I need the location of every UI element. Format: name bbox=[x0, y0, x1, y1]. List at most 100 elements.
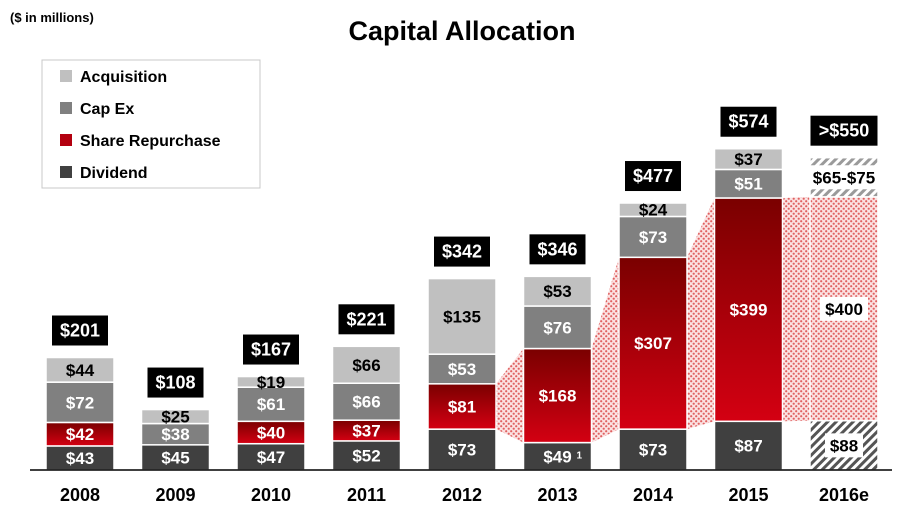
total-label-2008: $201 bbox=[60, 321, 100, 341]
bar-acquisition-2008 bbox=[45, 356, 115, 383]
total-label-bg-2016e bbox=[810, 115, 878, 146]
x-tick-label-2011: 2011 bbox=[347, 485, 386, 505]
data-label-cap-ex-2016e: $65-$75 bbox=[813, 168, 875, 187]
data-label-share-repurchase-2016e: $400 bbox=[825, 300, 863, 319]
data-label-cap-ex-2015: $51 bbox=[734, 175, 762, 194]
bar-dividend-2015 bbox=[713, 420, 784, 471]
bar-cap-ex-2010 bbox=[236, 386, 306, 423]
total-label-2011: $221 bbox=[346, 309, 386, 329]
x-tick-label-2012: 2012 bbox=[442, 485, 482, 505]
bar-share-repurchase-2015 bbox=[713, 197, 784, 423]
x-tick-label-2009: 2009 bbox=[155, 485, 195, 505]
total-label-2016e: >$550 bbox=[819, 121, 870, 141]
data-label-dividend-2011: $52 bbox=[352, 446, 380, 465]
data-label-acquisition-2009: $25 bbox=[161, 408, 189, 427]
total-label-bg-2010 bbox=[243, 334, 299, 365]
total-label-bg-2015 bbox=[720, 106, 777, 137]
bar-acquisition-2014 bbox=[618, 202, 688, 218]
data-label-share-repurchase-2011: $37 bbox=[352, 422, 380, 441]
bar-share-repurchase-2013 bbox=[522, 347, 593, 444]
data-label-dividend-2016e: $88 bbox=[830, 436, 858, 455]
data-label-dividend-2014: $73 bbox=[639, 441, 667, 460]
data-label-dividend-2008: $43 bbox=[66, 449, 94, 468]
legend-label-acquisition: Acquisition bbox=[80, 69, 167, 86]
bar-dividend-2009 bbox=[140, 444, 211, 471]
data-label-cap-ex-2012: $53 bbox=[448, 360, 476, 379]
data-label-share-repurchase-2012: $81 bbox=[448, 397, 476, 416]
data-label-share-repurchase-2010: $40 bbox=[257, 424, 285, 443]
bar-cap-ex-2011 bbox=[331, 382, 402, 421]
data-label-cap-ex-2014: $73 bbox=[639, 228, 667, 247]
data-label-cap-ex-2009: $38 bbox=[161, 425, 189, 444]
bar-share-repurchase-2014 bbox=[618, 256, 688, 430]
bar-acquisition-2015 bbox=[713, 147, 784, 171]
total-label-2014: $477 bbox=[633, 166, 673, 186]
bar-cap-ex-2015 bbox=[713, 168, 784, 199]
bar-acquisition-2009 bbox=[140, 408, 211, 425]
bar-cap-ex-2013 bbox=[522, 305, 593, 350]
units-note: ($ in millions) bbox=[10, 10, 94, 25]
total-label-2015: $574 bbox=[728, 112, 768, 132]
total-label-bg-2013 bbox=[529, 234, 586, 265]
data-label-dividend-2010: $47 bbox=[257, 448, 285, 467]
legend-label-dividend: Dividend bbox=[80, 165, 148, 182]
legend-swatch-dividend bbox=[60, 166, 72, 178]
data-label-acquisition-2015: $37 bbox=[734, 150, 762, 169]
total-label-bg-2011 bbox=[338, 304, 395, 335]
bar-dividend-2014 bbox=[618, 428, 688, 471]
bar-acquisition-2013 bbox=[522, 275, 593, 307]
x-tick-label-2014: 2014 bbox=[633, 485, 673, 505]
footnote-marker: 1 bbox=[577, 450, 583, 461]
total-label-2009: $108 bbox=[155, 373, 195, 393]
data-label-acquisition-2010: $19 bbox=[257, 373, 285, 392]
data-label-dividend-2012: $73 bbox=[448, 441, 476, 460]
bar-acquisition-2012 bbox=[427, 277, 497, 355]
x-axis: 2008 2009 2010 2011 2012 2013 2014 2015 2016e bbox=[30, 469, 892, 505]
bar-dividend-2010 bbox=[236, 442, 306, 471]
chart-title: Capital Allocation bbox=[348, 16, 575, 46]
x-tick-label-2010: 2010 bbox=[251, 485, 291, 505]
data-label-bg-dividend-2016e bbox=[825, 433, 863, 458]
total-label-2012: $342 bbox=[442, 242, 482, 262]
data-label-dividend-2015: $87 bbox=[734, 437, 762, 456]
data-label-share-repurchase-2008: $42 bbox=[66, 425, 94, 444]
total-label-bg-2009 bbox=[147, 367, 204, 398]
data-labels: $43 $42 $72 $44 $201 $45 $38$25 $108 $47 $40 $61 $1… bbox=[52, 106, 883, 468]
bar-acquisition-2010 bbox=[236, 375, 306, 388]
x-tick-label-2008: 2008 bbox=[60, 485, 100, 505]
data-label-dividend-2009: $45 bbox=[161, 448, 189, 467]
data-label-cap-ex-2011: $66 bbox=[352, 393, 380, 412]
bar-dividend-2013 bbox=[522, 441, 593, 471]
data-label-cap-ex-2008: $72 bbox=[66, 393, 94, 412]
data-label-bg-share-repurchase-2016e bbox=[820, 296, 868, 321]
legend-box bbox=[41, 59, 261, 189]
total-label-bg-2012 bbox=[434, 236, 490, 267]
x-tick-label-2015: 2015 bbox=[728, 485, 768, 505]
total-label-bg-2014 bbox=[625, 161, 681, 192]
data-label-cap-ex-2010: $61 bbox=[257, 395, 285, 414]
data-label-acquisition-2013: $53 bbox=[543, 282, 571, 301]
data-label-share-repurchase-2013: $168 bbox=[539, 387, 577, 406]
x-tick-label-2016e: 2016e bbox=[819, 485, 869, 505]
data-label-acquisition-2008: $44 bbox=[66, 361, 95, 380]
legend-swatch-acquisition bbox=[60, 70, 72, 82]
legend-swatch-cap-ex bbox=[60, 102, 72, 114]
data-label-share-repurchase-2014: $307 bbox=[634, 334, 672, 353]
total-label-2010: $167 bbox=[251, 340, 291, 360]
bar-cap-ex-2008 bbox=[45, 381, 115, 424]
bar-share-repurchase-2012 bbox=[427, 383, 497, 430]
data-label-acquisition-2012: $135 bbox=[443, 307, 481, 326]
bar-cap-ex-2012 bbox=[427, 353, 497, 385]
data-label-dividend-2013: $49 bbox=[543, 447, 571, 466]
data-label-acquisition-2014: $24 bbox=[639, 201, 668, 220]
total-label-2013: $346 bbox=[537, 239, 577, 259]
x-tick-label-2013: 2013 bbox=[537, 485, 577, 505]
legend-label-cap-ex: Cap Ex bbox=[80, 101, 134, 118]
data-label-acquisition-2011: $66 bbox=[352, 356, 380, 375]
bar-dividend-2012 bbox=[427, 428, 497, 471]
data-label-bg-cap-ex-2016e bbox=[805, 165, 883, 190]
bar-acquisition-2011 bbox=[331, 345, 402, 384]
legend: Acquisition Cap Ex Share Repurchase Dividen… bbox=[41, 59, 261, 189]
data-label-cap-ex-2013: $76 bbox=[543, 318, 571, 337]
